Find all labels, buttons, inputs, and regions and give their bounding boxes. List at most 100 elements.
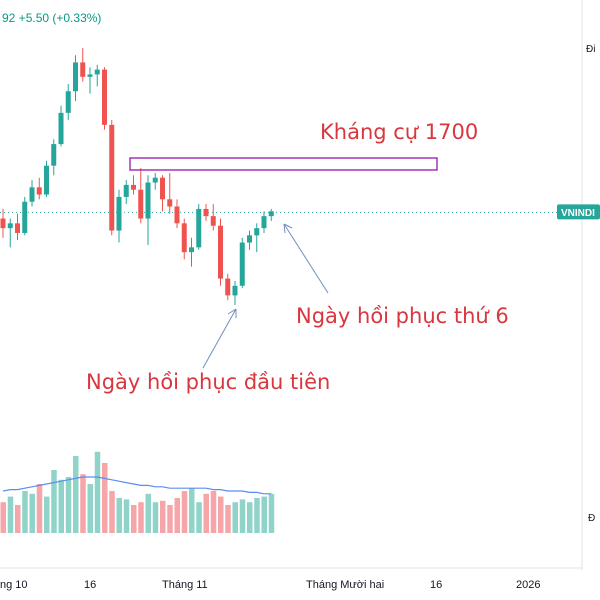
x-tick-label: ng 10: [0, 579, 28, 591]
volume-bar: [232, 502, 238, 533]
price-tag-background: [557, 204, 600, 220]
candle-body: [181, 223, 187, 253]
volume-bar: [210, 491, 217, 533]
volume-bar: [189, 488, 195, 533]
price-scale[interactable]: [582, 0, 600, 570]
candle: [109, 120, 115, 236]
volume-bar: [22, 491, 28, 533]
volume-bar: [109, 491, 115, 533]
time-axis-labels: ng 10 16 Tháng 11 Tháng Mười hai 16 2026: [0, 579, 540, 591]
candle: [138, 168, 144, 224]
candle: [123, 180, 129, 205]
volume-bars: [0, 451, 275, 533]
candle: [203, 204, 209, 221]
candle-body: [29, 187, 35, 202]
candle-body: [138, 189, 144, 219]
candle: [232, 280, 238, 305]
volume-bar: [73, 456, 79, 533]
volume-bar: [145, 493, 151, 533]
volume-bar: [102, 463, 108, 533]
candle: [65, 84, 71, 121]
candle: [0, 208, 6, 238]
candle-body: [51, 144, 57, 166]
candle: [7, 218, 13, 248]
candle: [22, 196, 28, 236]
volume-bar: [225, 505, 231, 533]
day1-annotation: Ngày hồi phục đầu tiên: [86, 370, 330, 394]
candle-body: [7, 223, 13, 229]
candle-body: [15, 223, 20, 233]
volume-bar: [254, 498, 260, 533]
candle: [73, 55, 78, 101]
resistance-annotation: Kháng cự 1700: [320, 120, 478, 144]
candle-body: [22, 201, 28, 233]
candle-body: [145, 182, 151, 219]
candle: [145, 175, 151, 245]
candle: [36, 177, 42, 200]
candle-body: [225, 278, 231, 296]
volume-bar: [239, 499, 246, 533]
volume-bar: [29, 493, 35, 533]
day6-annotation: Ngày hồi phục thứ 6: [296, 304, 509, 328]
candle-body: [0, 218, 6, 229]
candles: [0, 48, 274, 305]
candle-body: [80, 62, 86, 77]
day1-arrow-line: [202, 308, 237, 369]
candle-body: [232, 285, 238, 296]
candle: [152, 172, 158, 190]
x-tick-label: 16: [84, 579, 96, 591]
candle-body: [196, 208, 202, 248]
x-tick-label: Tháng Mười hai: [306, 579, 384, 591]
candle-body: [160, 177, 165, 200]
candle: [80, 48, 86, 82]
x-tick-label: Tháng 11: [162, 579, 208, 591]
day6-arrow-line: [283, 223, 329, 294]
candle-body: [58, 112, 64, 145]
candle-body: [254, 228, 260, 236]
candle: [181, 218, 187, 260]
candle-body: [131, 184, 136, 190]
day1-arrow-head: [227, 308, 237, 318]
candle-body: [65, 91, 71, 113]
x-tick-label: 2026: [516, 579, 540, 591]
candle: [116, 189, 122, 243]
volume-bar: [247, 502, 253, 533]
volume-bar: [51, 470, 57, 533]
candle: [261, 211, 267, 233]
candle-body: [94, 69, 100, 75]
volume-bar: [65, 477, 72, 533]
volume-bar: [0, 502, 6, 533]
volume-ma-line: [2, 476, 272, 495]
candle-body: [152, 177, 158, 183]
volume-bar: [174, 498, 180, 533]
volume-bar: [87, 484, 93, 533]
volume-bar: [15, 505, 21, 533]
volume-bar: [36, 484, 43, 533]
candle-body: [167, 199, 173, 207]
day6-arrow-head: [283, 223, 293, 234]
candle-body: [116, 196, 122, 231]
candle-body: [247, 235, 252, 243]
volume-bar: [261, 496, 267, 533]
candle-body: [44, 165, 49, 195]
candle: [218, 218, 223, 286]
candle: [51, 139, 57, 176]
candle-body: [203, 208, 209, 217]
right-axis-top-label: Đi: [586, 44, 595, 55]
volume-bar: [160, 500, 166, 533]
candle: [15, 213, 20, 241]
candle: [87, 67, 93, 94]
header-change-text: 92 +5.50 (+0.33%): [2, 11, 101, 25]
candle-body: [261, 216, 267, 229]
volume-bar: [268, 493, 275, 533]
candle: [167, 172, 173, 214]
volume-bar: [94, 451, 101, 533]
volume-bar: [116, 498, 122, 533]
volume-bar: [167, 505, 173, 533]
candle-body: [268, 211, 274, 217]
candle: [225, 273, 231, 301]
annotation-arrows: [202, 223, 329, 369]
resistance-zone[interactable]: [129, 157, 438, 171]
